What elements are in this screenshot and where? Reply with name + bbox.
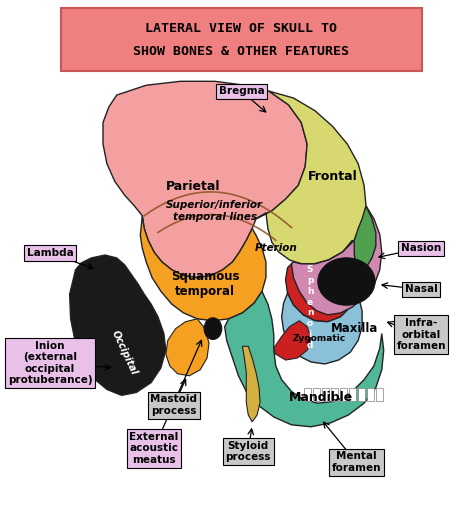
Text: i: i [309,330,312,339]
Polygon shape [256,91,366,264]
Bar [349,388,356,401]
Text: Infra-
orbital
foramen: Infra- orbital foramen [396,318,446,351]
Polygon shape [282,293,362,364]
Polygon shape [70,255,166,395]
Text: Squamous
temporal: Squamous temporal [171,270,239,298]
Text: LATERAL VIEW OF SKULL TO: LATERAL VIEW OF SKULL TO [146,22,337,35]
Text: S: S [307,265,313,274]
Bar [367,388,374,401]
Text: Lambda: Lambda [27,248,73,258]
Ellipse shape [318,258,375,305]
Polygon shape [354,206,376,274]
Text: o: o [307,319,313,328]
Text: Bregma: Bregma [219,86,264,96]
Text: Nasion: Nasion [401,243,441,253]
Polygon shape [140,216,266,321]
Polygon shape [285,240,360,322]
FancyBboxPatch shape [61,8,422,71]
Text: External
acoustic
meatus: External acoustic meatus [129,432,179,465]
Ellipse shape [204,318,222,339]
Bar [304,388,311,401]
Text: Mental
foramen: Mental foramen [331,451,381,473]
Text: p: p [307,276,313,285]
Text: Maxilla: Maxilla [330,322,378,335]
Bar [340,388,347,401]
Polygon shape [225,291,384,427]
Bar [313,388,320,401]
Text: Parietal: Parietal [166,180,220,193]
Text: Nasal: Nasal [405,284,438,294]
Text: SHOW BONES & OTHER FEATURES: SHOW BONES & OTHER FEATURES [133,46,349,58]
Text: e: e [307,297,313,307]
Text: Frontal: Frontal [308,170,357,183]
Text: Inion
(external
occipital
protuberance): Inion (external occipital protuberance) [8,340,92,386]
Bar [358,388,365,401]
Text: Mastoid
process: Mastoid process [150,394,197,416]
Polygon shape [103,81,307,278]
Text: Styloid
process: Styloid process [226,440,271,462]
Text: Zygomatic: Zygomatic [292,334,346,343]
Text: Mandible: Mandible [289,391,353,404]
Polygon shape [292,206,382,315]
Bar [376,388,383,401]
Text: n: n [307,308,313,317]
Polygon shape [166,319,209,376]
Text: Superior/inferior
temporal lines: Superior/inferior temporal lines [166,200,264,222]
Bar [331,388,338,401]
Bar [322,388,329,401]
Text: Occipital: Occipital [110,329,139,377]
Polygon shape [274,321,311,360]
Text: Pterion: Pterion [255,243,297,253]
Text: h: h [307,287,313,296]
Text: d: d [307,341,313,350]
Polygon shape [242,346,260,422]
